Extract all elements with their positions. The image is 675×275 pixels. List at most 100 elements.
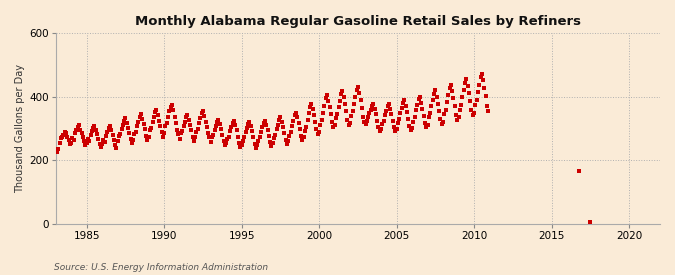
Point <box>186 128 196 132</box>
Point <box>409 115 420 120</box>
Point <box>354 91 364 95</box>
Point <box>184 117 194 122</box>
Point <box>483 109 493 113</box>
Point <box>443 93 454 97</box>
Point <box>361 119 372 123</box>
Point <box>190 135 200 140</box>
Point <box>447 89 458 93</box>
Point <box>169 114 180 119</box>
Point <box>187 134 198 139</box>
Point <box>238 138 248 143</box>
Point <box>342 117 353 122</box>
Point <box>323 98 333 103</box>
Point <box>261 123 271 127</box>
Point <box>194 121 205 125</box>
Point <box>373 125 384 129</box>
Point <box>267 141 278 145</box>
Point <box>221 141 232 145</box>
Point <box>288 119 298 123</box>
Point <box>127 141 138 145</box>
Point <box>454 108 465 112</box>
Point <box>585 220 595 224</box>
Point <box>246 129 257 133</box>
Point <box>467 113 478 117</box>
Point <box>477 72 487 76</box>
Point <box>283 139 294 144</box>
Point <box>292 115 302 120</box>
Point <box>138 122 149 126</box>
Point <box>154 119 165 123</box>
Point <box>137 117 148 121</box>
Point <box>302 117 313 122</box>
Point <box>65 142 76 147</box>
Point <box>120 116 131 121</box>
Point <box>202 131 213 136</box>
Point <box>276 120 287 124</box>
Point <box>448 96 459 101</box>
Point <box>222 136 233 141</box>
Point <box>153 113 163 117</box>
Point <box>243 122 254 126</box>
Point <box>98 138 109 142</box>
Point <box>168 108 179 112</box>
Point <box>217 133 227 137</box>
Point <box>192 127 203 131</box>
Point <box>430 88 441 93</box>
Point <box>306 101 317 106</box>
Point <box>387 119 398 123</box>
Point <box>266 144 277 148</box>
Point <box>385 107 396 111</box>
Point <box>235 145 246 149</box>
Point <box>215 127 226 131</box>
Point <box>340 101 350 106</box>
Point <box>150 110 161 114</box>
Point <box>236 143 247 147</box>
Point <box>188 138 199 143</box>
Point <box>177 129 188 133</box>
Point <box>144 128 155 132</box>
Point <box>446 82 456 87</box>
Point <box>195 116 206 121</box>
Point <box>481 94 491 98</box>
Point <box>113 133 124 138</box>
Point <box>472 90 483 94</box>
Point <box>573 169 584 174</box>
Point <box>352 85 363 89</box>
Point <box>284 133 295 138</box>
Point <box>174 136 185 141</box>
Point <box>460 80 470 85</box>
Point <box>464 91 475 95</box>
Point <box>93 136 104 141</box>
Point <box>61 131 72 136</box>
Point <box>106 128 117 132</box>
Point <box>303 111 314 116</box>
Point <box>62 134 73 139</box>
Point <box>402 110 412 114</box>
Point <box>304 105 315 109</box>
Point <box>239 135 250 140</box>
Point <box>111 146 122 150</box>
Point <box>82 136 93 141</box>
Point <box>392 121 403 125</box>
Point <box>257 125 268 129</box>
Point <box>151 108 162 112</box>
Point <box>259 121 269 125</box>
Point <box>242 126 252 130</box>
Point <box>122 121 132 125</box>
Point <box>427 98 438 102</box>
Point <box>227 121 238 125</box>
Point <box>173 132 184 136</box>
Point <box>219 143 230 147</box>
Point <box>265 140 275 144</box>
Point <box>403 117 414 121</box>
Point <box>466 107 477 112</box>
Point <box>315 123 326 127</box>
Point <box>435 117 446 121</box>
Point <box>161 121 172 125</box>
Point <box>249 142 260 146</box>
Point <box>395 111 406 115</box>
Point <box>457 95 468 99</box>
Point <box>333 105 344 109</box>
Point <box>358 114 369 119</box>
Point <box>279 131 290 136</box>
